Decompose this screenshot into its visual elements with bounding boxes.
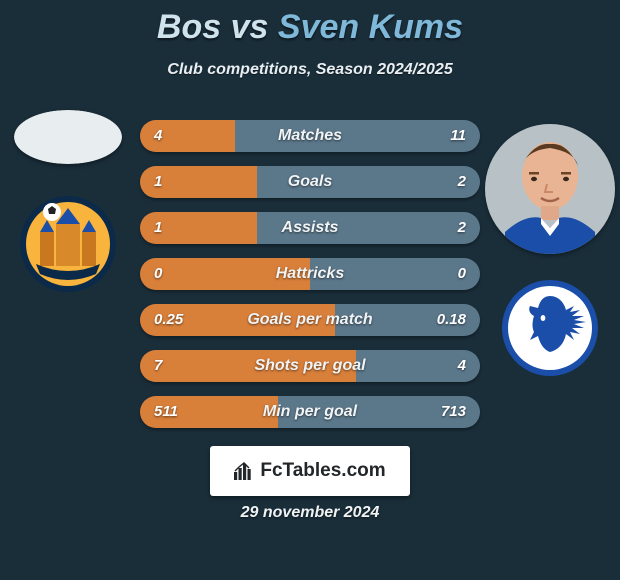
stat-value-left: 4 [154,120,162,152]
subtitle: Club competitions, Season 2024/2025 [0,61,620,79]
player1-club-badge [18,194,118,294]
stat-value-right: 0.18 [437,304,466,336]
comparison-card: Bos vs Sven Kums Club competitions, Seas… [0,0,620,580]
stat-label: Min per goal [140,396,480,428]
fctables-watermark: FcTables.com [210,446,410,496]
title-vs: vs [231,8,269,46]
title-player2: Sven Kums [278,8,463,46]
stat-row: Matches4 11 [140,120,480,152]
stat-label: Hattricks [140,258,480,290]
stat-row: Goals1 2 [140,166,480,198]
stat-row: Hattricks0 0 [140,258,480,290]
stats-list: Matches411Goals12Assists12Hattricks00Goa… [140,120,480,442]
title-player1: Bos [157,8,221,46]
player2-column [490,124,610,378]
player2-club-badge [500,278,600,378]
player1-column [8,110,128,294]
stat-value-right: 4 [458,350,466,382]
stat-row: Goals per match0.25 0.18 [140,304,480,336]
stat-value-right: 713 [441,396,466,428]
stat-value-right: 2 [458,212,466,244]
stat-value-left: 511 [154,396,178,428]
stat-value-left: 1 [154,166,162,198]
stat-value-left: 0.25 [154,304,183,336]
stat-value-left: 1 [154,212,162,244]
fctables-label: FcTables.com [260,460,385,482]
stat-value-right: 0 [458,258,466,290]
stat-row: Min per goal511 713 [140,396,480,428]
stat-value-left: 7 [154,350,162,382]
stat-row: Shots per goal7 4 [140,350,480,382]
stat-row: Assists1 2 [140,212,480,244]
stat-label: Shots per goal [140,350,480,382]
date-label: 29 november 2024 [0,504,620,522]
player2-avatar [485,124,615,254]
stat-label: Assists [140,212,480,244]
stat-label: Matches [140,120,480,152]
stat-value-right: 11 [450,120,466,152]
chart-icon [234,462,252,480]
stat-label: Goals [140,166,480,198]
stat-label: Goals per match [140,304,480,336]
player1-avatar [14,110,122,164]
page-title: Bos vs Sven Kums [0,0,620,47]
stat-value-left: 0 [154,258,162,290]
stat-value-right: 2 [458,166,466,198]
